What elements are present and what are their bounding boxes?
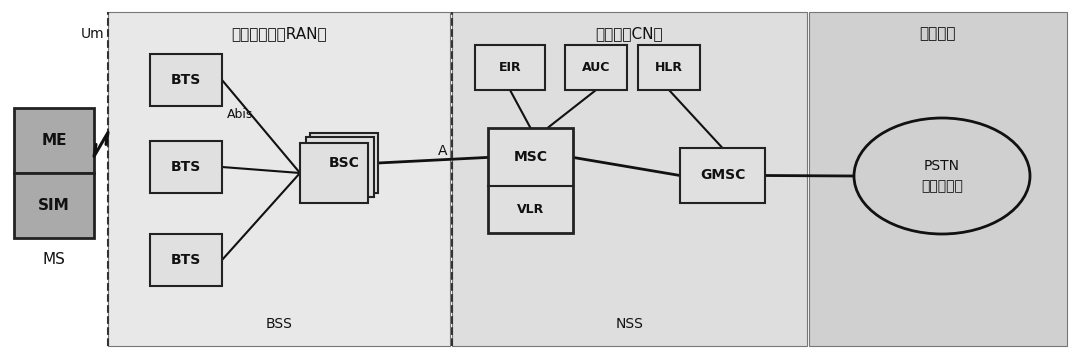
Text: MSC: MSC xyxy=(513,150,548,164)
Bar xyxy=(150,54,222,106)
Bar xyxy=(150,141,222,193)
Text: VLR: VLR xyxy=(517,203,544,216)
Text: BSS: BSS xyxy=(266,317,293,331)
Bar xyxy=(565,45,627,90)
Text: BSC: BSC xyxy=(328,156,360,170)
Bar xyxy=(809,12,1067,346)
Text: NSS: NSS xyxy=(616,317,644,331)
Text: 外部网络: 外部网络 xyxy=(920,26,956,42)
Text: HLR: HLR xyxy=(654,61,683,74)
Text: EIR: EIR xyxy=(499,61,522,74)
Bar xyxy=(14,173,94,238)
Bar xyxy=(488,128,573,233)
Bar xyxy=(14,108,94,173)
Text: BTS: BTS xyxy=(171,73,201,87)
Bar xyxy=(680,148,765,203)
Text: ME: ME xyxy=(41,133,67,148)
Bar xyxy=(475,45,545,90)
Text: AUC: AUC xyxy=(582,61,610,74)
Text: BTS: BTS xyxy=(171,160,201,174)
Bar xyxy=(638,45,700,90)
Text: PSTN
或其他网络: PSTN 或其他网络 xyxy=(921,159,963,193)
Text: Abis: Abis xyxy=(227,108,254,121)
Text: 无线接入网（RAN）: 无线接入网（RAN） xyxy=(231,26,327,42)
Bar xyxy=(108,12,450,346)
Bar xyxy=(150,234,222,286)
Bar xyxy=(306,137,374,197)
Bar xyxy=(310,133,378,193)
Text: MS: MS xyxy=(42,252,66,267)
Text: A: A xyxy=(437,144,447,158)
Text: Um: Um xyxy=(80,27,104,41)
Text: BTS: BTS xyxy=(171,253,201,267)
Bar xyxy=(300,143,368,203)
Text: 核心网（CN）: 核心网（CN） xyxy=(596,26,663,42)
Ellipse shape xyxy=(854,118,1030,234)
Bar xyxy=(453,12,807,346)
Text: SIM: SIM xyxy=(38,198,70,213)
Text: GMSC: GMSC xyxy=(700,169,745,183)
